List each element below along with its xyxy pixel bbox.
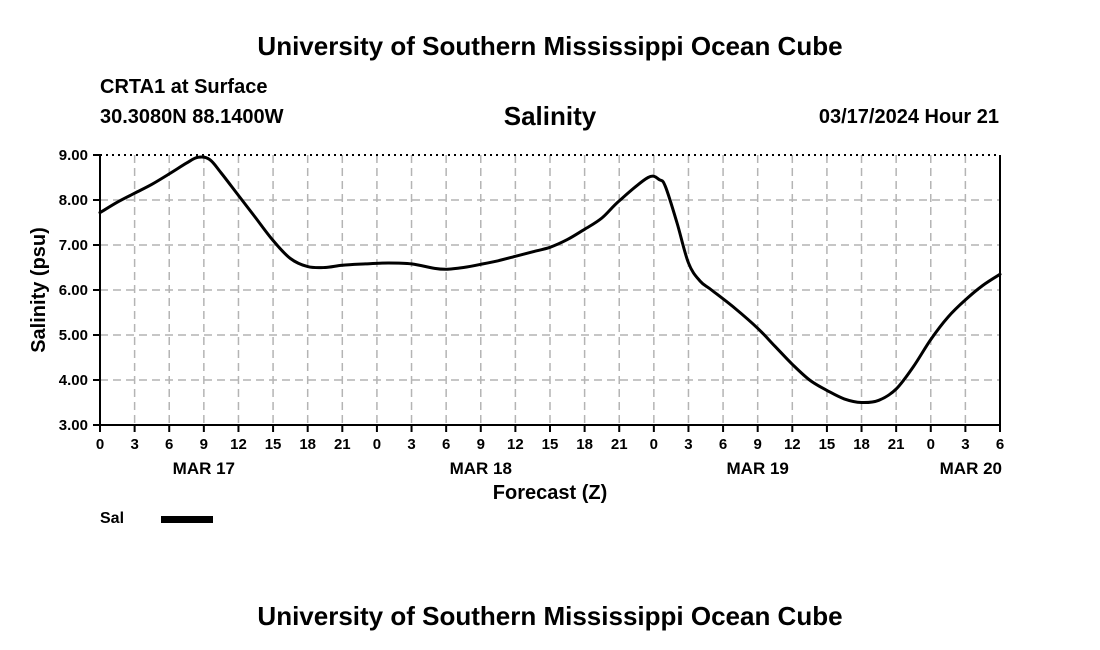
date-label: MAR 17 (173, 459, 235, 478)
x-tick-label: 12 (507, 436, 524, 453)
x-axis-label: Forecast (Z) (492, 482, 608, 504)
date-label: MAR 18 (450, 459, 512, 478)
station-name: CRTA1 at Surface (100, 76, 268, 98)
x-tick-label: 12 (230, 436, 247, 453)
x-tick-label: 21 (334, 436, 351, 453)
y-tick-label: 7.00 (59, 237, 88, 254)
date-label: MAR 19 (727, 459, 789, 478)
x-tick-label: 21 (888, 436, 905, 453)
station-coords: 30.3080N 88.1400W (100, 106, 284, 128)
x-tick-label: 3 (961, 436, 969, 453)
series-line-sal (98, 155, 1002, 405)
legend-label: Sal (100, 510, 125, 527)
x-tick-label: 9 (200, 436, 208, 453)
x-tick-label: 9 (754, 436, 762, 453)
date-label: MAR 20 (940, 459, 1002, 478)
x-tick-label: 15 (819, 436, 836, 453)
x-tick-label: 3 (407, 436, 415, 453)
x-tick-label: 6 (442, 436, 450, 453)
x-tick-label: 21 (611, 436, 628, 453)
x-tick-label: 18 (853, 436, 870, 453)
x-tick-label: 12 (784, 436, 801, 453)
x-tick-label: 0 (373, 436, 381, 453)
x-tick-label: 6 (165, 436, 173, 453)
x-tick-label: 9 (477, 436, 485, 453)
x-tick-label: 6 (996, 436, 1004, 453)
x-tick-label: 18 (299, 436, 316, 453)
x-tick-label: 3 (130, 436, 138, 453)
y-tick-label: 9.00 (59, 147, 88, 164)
y-tick-label: 3.00 (59, 417, 88, 434)
x-tick-label: 6 (719, 436, 727, 453)
footer-title: University of Southern Mississippi Ocean… (257, 601, 843, 631)
legend-line-swatch (161, 516, 213, 523)
x-tick-label: 0 (96, 436, 104, 453)
y-tick-label: 6.00 (59, 282, 88, 299)
y-tick-label: 4.00 (59, 372, 88, 389)
page-title: University of Southern Mississippi Ocean… (257, 31, 843, 61)
y-axis-label: Salinity (psu) (28, 227, 50, 353)
x-tick-label: 3 (684, 436, 692, 453)
x-tick-label: 15 (542, 436, 559, 453)
x-tick-label: 0 (650, 436, 658, 453)
x-tick-label: 18 (576, 436, 593, 453)
x-tick-label: 0 (927, 436, 935, 453)
forecast-datetime: 03/17/2024 Hour 21 (818, 106, 999, 128)
y-tick-label: 5.00 (59, 327, 88, 344)
x-tick-label: 15 (265, 436, 282, 453)
y-tick-label: 8.00 (59, 192, 88, 209)
chart-title: Salinity (503, 101, 597, 131)
